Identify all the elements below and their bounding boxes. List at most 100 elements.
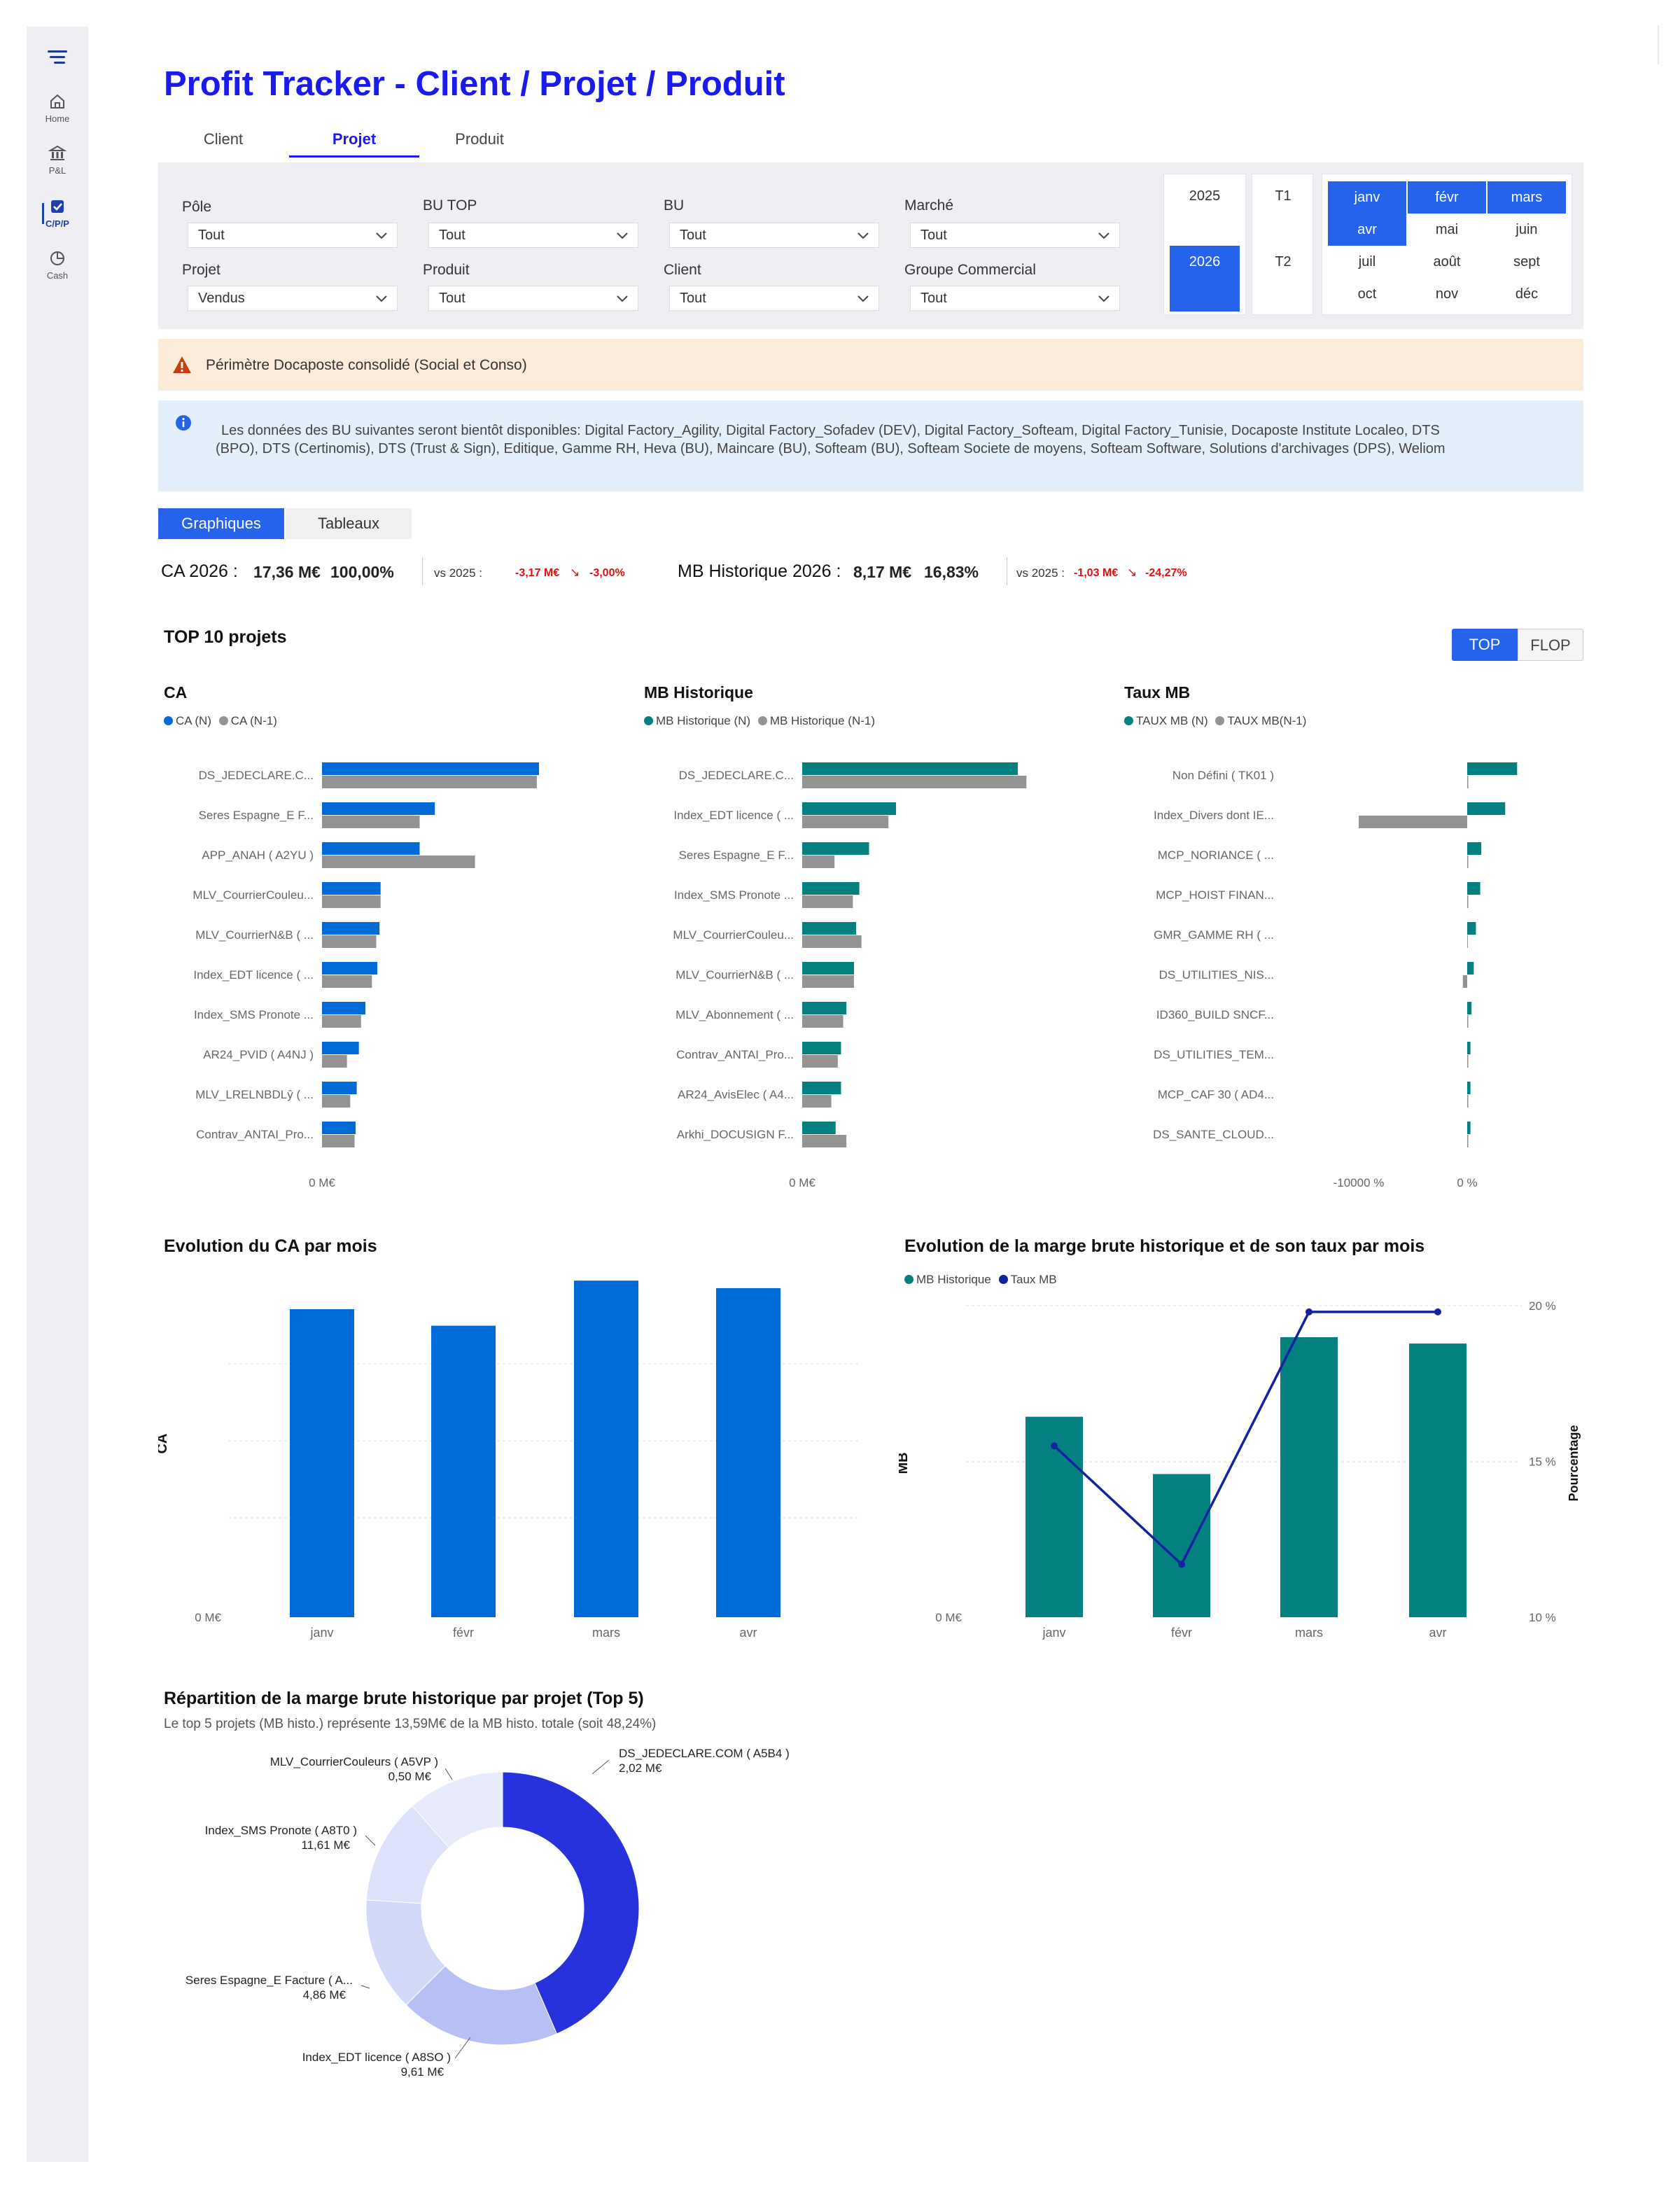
month-option[interactable]: sept (1513, 254, 1540, 270)
bar-previous (1467, 856, 1469, 868)
bar-previous (1462, 975, 1467, 988)
filter-label-pole: Pôle (182, 199, 212, 215)
legend-ca: CA (N) CA (N-1) (164, 714, 277, 728)
y2-tick-label: 10 % (1529, 1611, 1556, 1624)
select-value: Tout (439, 228, 465, 243)
year-option[interactable]: 2025 (1189, 188, 1221, 204)
kpi-vs-label: vs 2025 : (434, 566, 482, 580)
month-option-selected[interactable]: mars (1488, 181, 1566, 214)
month-option[interactable]: nov (1435, 286, 1459, 302)
pole-select[interactable]: Tout (188, 223, 398, 248)
month-option[interactable]: oct (1357, 286, 1377, 302)
select-value: Tout (439, 291, 465, 306)
x-tick-label: févr (453, 1626, 474, 1640)
graphiques-button[interactable]: Graphiques (158, 508, 284, 539)
tab-produit[interactable]: Produit (455, 130, 504, 148)
projet-select[interactable]: Vendus (188, 286, 398, 311)
bar-previous (322, 1055, 347, 1068)
category-label: DS_JEDECLARE.C... (679, 769, 794, 782)
year-slicer: 2025 2026 (1163, 174, 1246, 315)
sidebar-item-pl[interactable]: P&L (27, 144, 88, 176)
kpi-vs-label: vs 2025 : (1016, 566, 1065, 580)
category-label: DS_JEDECLARE.C... (199, 769, 314, 782)
x-tick-label: janv (1042, 1626, 1065, 1640)
month-option-selected[interactable]: janv (1328, 181, 1406, 214)
y-tick-label: 0 M€ (195, 1611, 221, 1624)
produit-select[interactable]: Tout (428, 286, 638, 311)
donut-slice (502, 1771, 640, 2034)
category-label: DS_UTILITIES_TEM... (1154, 1048, 1274, 1061)
x-tick-label: avr (739, 1626, 757, 1640)
bu-top-select[interactable]: Tout (428, 223, 638, 248)
x-tick-label: 0 % (1457, 1176, 1477, 1189)
bar-current (1467, 1082, 1471, 1094)
bar-current (322, 762, 539, 775)
bar-current (802, 922, 856, 935)
month-option-selected[interactable]: avr (1328, 214, 1406, 246)
groupe-select[interactable]: Tout (910, 286, 1120, 311)
x-tick-label: janv (309, 1626, 333, 1640)
month-option[interactable]: mai (1435, 222, 1459, 237)
sidebar-item-cpp[interactable]: C/P/P (27, 197, 88, 229)
x-tick-label: févr (1171, 1626, 1192, 1640)
category-label: MCP_CAF 30 ( AD4... (1158, 1088, 1274, 1101)
bar-previous (1467, 1055, 1469, 1068)
quarter-option[interactable]: T1 (1275, 188, 1292, 204)
sidebar-item-cash[interactable]: Cash (27, 249, 88, 281)
ca-month-chart: CA 0 M€ janv févr mars avr (158, 1280, 858, 1640)
slice-value: 9,61 M€ (401, 2065, 444, 2079)
client-select[interactable]: Tout (669, 286, 879, 311)
info-text-line1: Les données des BU suivantes seront bien… (221, 423, 1440, 438)
flop-button[interactable]: FLOP (1518, 629, 1583, 661)
donut-slice (405, 1965, 558, 2046)
chevron-down-icon (1098, 232, 1110, 239)
taux-point (1434, 1308, 1441, 1315)
month-option[interactable]: juil (1358, 254, 1376, 270)
bar-current (802, 882, 860, 895)
bar-previous (322, 1015, 361, 1028)
filter-label-produit: Produit (423, 262, 470, 278)
chart-title-donut: Répartition de la marge brute historique… (164, 1689, 644, 1708)
bar-current (1467, 922, 1476, 935)
x-tick-label: 0 M€ (309, 1176, 335, 1189)
bar-previous (802, 856, 835, 868)
y-axis-label: MB (899, 1452, 911, 1474)
top-button[interactable]: TOP (1452, 629, 1518, 661)
tab-projet[interactable]: Projet (332, 130, 377, 148)
month-option-selected[interactable]: févr (1408, 181, 1486, 214)
page-title: Profit Tracker - Client / Projet / Produ… (164, 65, 785, 103)
bar-current (1467, 962, 1474, 975)
warning-text: Périmètre Docaposte consolidé (Social et… (206, 357, 527, 373)
year-option-selected[interactable]: 2026 (1170, 246, 1240, 312)
y-tick-label: 0 M€ (935, 1611, 962, 1624)
quarter-option[interactable]: T2 (1275, 254, 1292, 270)
bar (431, 1325, 496, 1617)
mb-month-chart: MB Pourcentage 0 M€ 20 % 15 % 10 % janv févr mar… (899, 1299, 1581, 1640)
kpi-mb-label: MB Historique 2026 : (678, 561, 841, 581)
bar-previous (1467, 1135, 1469, 1147)
bar-previous (1359, 816, 1467, 828)
month-option[interactable]: août (1433, 254, 1461, 270)
select-value: Vendus (198, 291, 245, 306)
x-tick-label: mars (592, 1626, 620, 1640)
bar-current (322, 1082, 357, 1094)
bu-select[interactable]: Tout (669, 223, 879, 248)
bar-previous (1467, 1095, 1469, 1108)
category-label: ID360_BUILD SNCF... (1156, 1008, 1274, 1021)
legend-mb-month: MB Historique Taux MB (904, 1273, 1057, 1287)
chart-title-ca-month: Evolution du CA par mois (164, 1236, 377, 1256)
tableaux-button[interactable]: Tableaux (286, 508, 412, 539)
month-option[interactable]: déc (1515, 286, 1539, 302)
bar-previous (322, 1135, 355, 1147)
legend-dot (904, 1275, 913, 1284)
sidebar-item-home[interactable]: Home (27, 92, 88, 124)
tab-client[interactable]: Client (203, 130, 244, 148)
leader-line (365, 1835, 376, 1846)
kpi-ca-pct: 100,00% (330, 563, 394, 581)
marche-select[interactable]: Tout (910, 223, 1120, 248)
leader-line (592, 1759, 610, 1775)
menu-icon[interactable] (48, 50, 67, 64)
month-option[interactable]: juin (1516, 222, 1538, 237)
bar-previous (802, 1095, 832, 1108)
bar-current (322, 882, 381, 895)
